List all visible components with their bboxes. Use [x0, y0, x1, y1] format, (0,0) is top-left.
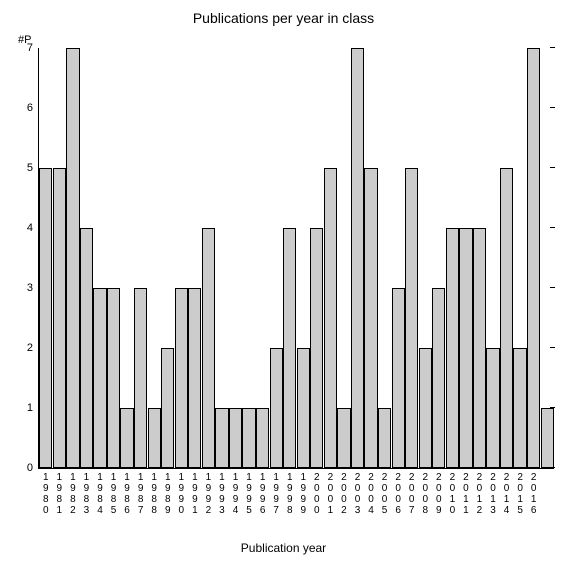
chart-container: Publications per year in class #P 012345… — [0, 0, 567, 567]
x-tick-label: 2000 — [312, 468, 322, 516]
x-tick-label: 1990 — [176, 468, 186, 516]
x-tick-label: 2016 — [529, 468, 539, 516]
x-tick-label: 1981 — [54, 468, 64, 516]
bar — [188, 288, 201, 468]
x-tick-label: 1996 — [258, 468, 268, 516]
x-tick-label: 2006 — [393, 468, 403, 516]
bar — [215, 408, 228, 468]
x-tick-label: 2010 — [447, 468, 457, 516]
x-tick-label: 2007 — [407, 468, 417, 516]
x-tick-label: 2008 — [420, 468, 430, 516]
x-tick-label: 2009 — [434, 468, 444, 516]
plot-area: 0123456719801981198219831984198519861987… — [38, 48, 554, 469]
x-tick-label: 1983 — [81, 468, 91, 516]
bar — [120, 408, 133, 468]
bar — [39, 168, 52, 468]
bar — [486, 348, 499, 468]
bar — [175, 288, 188, 468]
x-tick-label: 2013 — [488, 468, 498, 516]
bar — [229, 408, 242, 468]
y-tick-mark — [550, 287, 555, 288]
x-axis-label: Publication year — [0, 541, 567, 555]
bar — [392, 288, 405, 468]
bar — [324, 168, 337, 468]
bar — [107, 288, 120, 468]
x-tick-label: 1998 — [285, 468, 295, 516]
x-tick-label: 1991 — [190, 468, 200, 516]
bar — [270, 348, 283, 468]
bar — [364, 168, 377, 468]
bar — [405, 168, 418, 468]
x-tick-label: 1988 — [149, 468, 159, 516]
bar — [513, 348, 526, 468]
x-tick-label: 2014 — [502, 468, 512, 516]
x-tick-label: 1997 — [271, 468, 281, 516]
x-tick-label: 2001 — [325, 468, 335, 516]
y-tick-label: 4 — [27, 222, 39, 234]
x-tick-label: 2012 — [474, 468, 484, 516]
bar — [459, 228, 472, 468]
x-tick-label: 1986 — [122, 468, 132, 516]
bar — [351, 48, 364, 468]
chart-title: Publications per year in class — [0, 10, 567, 26]
x-tick-label: 1980 — [41, 468, 51, 516]
x-tick-label: 1984 — [95, 468, 105, 516]
x-tick-label: 1994 — [231, 468, 241, 516]
bar — [161, 348, 174, 468]
x-tick-label: 2002 — [339, 468, 349, 516]
x-tick-label: 2003 — [352, 468, 362, 516]
y-tick-label: 5 — [27, 162, 39, 174]
bar — [93, 288, 106, 468]
bar — [202, 228, 215, 468]
bar — [53, 168, 66, 468]
bar — [419, 348, 432, 468]
y-tick-mark — [550, 167, 555, 168]
y-tick-label: 2 — [27, 342, 39, 354]
x-tick-label: 1992 — [203, 468, 213, 516]
y-tick-label: 3 — [27, 282, 39, 294]
x-tick-label: 2005 — [380, 468, 390, 516]
bar — [310, 228, 323, 468]
x-tick-label: 2004 — [366, 468, 376, 516]
x-tick-label: 1995 — [244, 468, 254, 516]
bar — [337, 408, 350, 468]
y-tick-label: 7 — [27, 42, 39, 54]
y-tick-mark — [550, 47, 555, 48]
y-tick-mark — [550, 227, 555, 228]
bar — [378, 408, 391, 468]
bar — [432, 288, 445, 468]
bar — [134, 288, 147, 468]
x-tick-label: 1993 — [217, 468, 227, 516]
bar — [256, 408, 269, 468]
x-tick-label: 1982 — [68, 468, 78, 516]
bar — [283, 228, 296, 468]
bar — [242, 408, 255, 468]
x-tick-label: 1999 — [298, 468, 308, 516]
bar — [297, 348, 310, 468]
bar — [66, 48, 79, 468]
x-tick-label: 2011 — [461, 468, 471, 516]
bar — [527, 48, 540, 468]
bar — [473, 228, 486, 468]
bar — [541, 408, 554, 468]
x-tick-label: 1985 — [109, 468, 119, 516]
y-tick-label: 1 — [27, 402, 39, 414]
bar — [80, 228, 93, 468]
x-tick-label: 1987 — [136, 468, 146, 516]
y-tick-label: 6 — [27, 102, 39, 114]
x-tick-label: 2015 — [515, 468, 525, 516]
bar — [446, 228, 459, 468]
y-tick-mark — [550, 347, 555, 348]
x-tick-label: 1989 — [163, 468, 173, 516]
bar — [500, 168, 513, 468]
bar — [148, 408, 161, 468]
y-tick-label: 0 — [27, 462, 39, 474]
y-tick-mark — [550, 107, 555, 108]
